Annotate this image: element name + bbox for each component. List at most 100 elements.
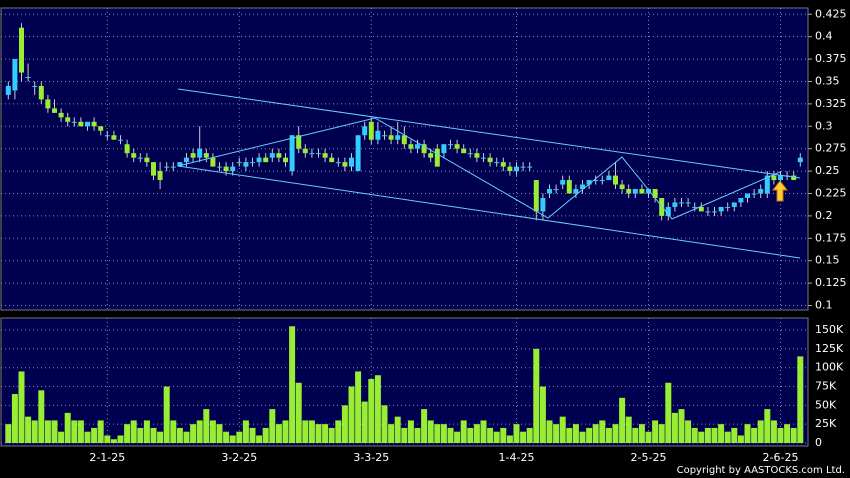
volume-bar (737, 435, 744, 443)
candle-body (454, 144, 460, 149)
volume-bar (493, 431, 500, 443)
candle-body (355, 135, 361, 172)
volume-bar (731, 427, 738, 443)
candle-body (223, 166, 229, 172)
candle-body (85, 121, 90, 127)
candle-body (613, 175, 618, 185)
channel-lower (177, 165, 801, 259)
candle-body (118, 139, 123, 141)
volume-bar (579, 431, 586, 443)
volume-bar (170, 420, 177, 443)
candle-body (560, 180, 566, 185)
volume-bar (559, 416, 566, 443)
volume-bar (500, 427, 507, 443)
volume-bar (256, 435, 263, 443)
volume-bar (203, 409, 210, 443)
volume-bar (209, 420, 216, 443)
volume-bar (361, 401, 368, 443)
y-tick-label: 25K (815, 417, 837, 430)
marks: 0.1 0.125 0.15 0.175 0.2 0.225 0.25 0.275 0.3 0.3… (1, 7, 847, 464)
volume-bar (302, 420, 309, 443)
volume-bar (97, 420, 104, 443)
candle-body (639, 189, 645, 194)
candle-body (718, 206, 724, 212)
candle-body (778, 175, 783, 181)
candle-body (276, 153, 282, 158)
candle-body (672, 202, 678, 207)
volume-bar (223, 431, 230, 443)
volume-bar (315, 424, 322, 443)
candle-body (296, 135, 302, 149)
volume-bar (11, 394, 18, 443)
candle-body (533, 180, 539, 212)
volume-bar (282, 420, 289, 443)
candle-body (434, 148, 440, 167)
candle-body (5, 85, 11, 95)
candle-body (441, 144, 447, 154)
candle-body (626, 189, 632, 194)
candle-body (500, 162, 506, 167)
volume-bar (38, 390, 45, 443)
y-tick-label: 0.125 (815, 276, 847, 289)
volume-bar (658, 424, 665, 443)
volume-bar (328, 427, 335, 443)
candle-body (269, 153, 275, 158)
candle-body (190, 153, 196, 158)
volume-bar (797, 356, 804, 443)
volume-bar (506, 435, 513, 443)
volume-bar (31, 420, 38, 443)
candle-body (665, 206, 671, 216)
volume-bar (566, 427, 573, 443)
y-tick-label: 150K (815, 323, 844, 336)
x-tick-label: 2-5-25 (631, 451, 667, 464)
price-panel (0, 7, 809, 311)
candle-body (210, 157, 216, 167)
candle-body (751, 193, 757, 195)
volume-bar (71, 420, 78, 443)
volume-bar (5, 424, 12, 443)
volume-bar (638, 424, 645, 443)
candle-body (474, 153, 480, 158)
trend-lines (177, 88, 801, 259)
candle-body (467, 153, 473, 155)
candle-body (131, 153, 137, 158)
y-tick-label: 0 (815, 436, 822, 449)
candle-body (712, 211, 717, 213)
candle-body (401, 135, 407, 145)
volume-bar (348, 386, 355, 443)
volume-bar (784, 424, 791, 443)
volume-bar (322, 424, 329, 443)
y-tick-label: 75K (815, 380, 837, 393)
y-tick-label: 50K (815, 398, 837, 411)
y-tick-label: 0.4 (815, 30, 833, 43)
candle-body (382, 135, 387, 137)
candle-body (19, 27, 24, 73)
volume-bar (44, 420, 51, 443)
candle-body (197, 148, 203, 158)
volume-bar (764, 409, 771, 443)
volume-bar (289, 326, 296, 443)
candle-body (606, 175, 612, 181)
volume-bar (427, 420, 434, 443)
candle-body (52, 108, 57, 113)
candle-body (738, 197, 744, 203)
candle-body (289, 135, 295, 172)
candle-body (573, 189, 579, 194)
volume-bar (25, 416, 32, 443)
y-tick-label: 0.275 (815, 142, 847, 155)
candle-body (283, 157, 288, 163)
candle-body (230, 166, 236, 172)
volume-bar (691, 427, 698, 443)
volume-bar (790, 427, 797, 443)
candle-body (797, 157, 803, 163)
candle-body (302, 148, 308, 154)
volume-bar (718, 424, 725, 443)
volume-bar (698, 431, 705, 443)
candle-body (91, 121, 97, 127)
candle-body (764, 175, 770, 194)
candle-body (329, 157, 335, 163)
candle-body (698, 206, 704, 212)
candle-body (632, 189, 638, 194)
candle-body (111, 135, 117, 140)
